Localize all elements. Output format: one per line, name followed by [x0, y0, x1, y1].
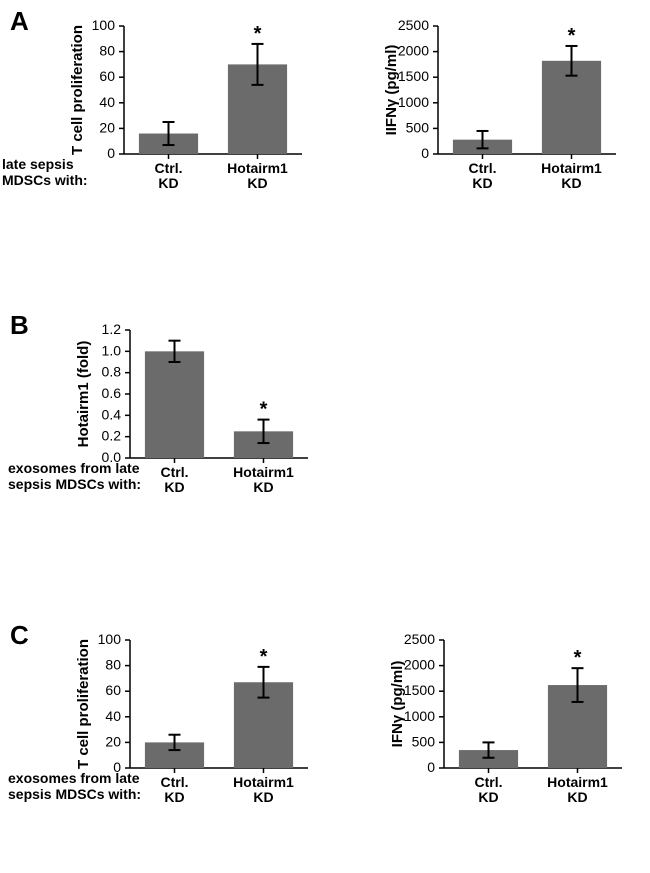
svg-text:20: 20 — [99, 119, 115, 135]
svg-text:Ctrl.: Ctrl. — [475, 774, 503, 790]
svg-text:1000: 1000 — [398, 94, 429, 110]
panel-label-C: C — [10, 620, 29, 651]
svg-text:KD: KD — [567, 789, 587, 805]
chart-C-1: 05001000150020002500IFNγ (pg/ml)Ctrl.KD*… — [388, 624, 628, 814]
svg-text:500: 500 — [406, 119, 430, 135]
svg-text:0.2: 0.2 — [102, 428, 122, 444]
svg-text:*: * — [574, 647, 582, 669]
svg-text:60: 60 — [99, 68, 115, 84]
svg-text:Hotairm1 (fold): Hotairm1 (fold) — [75, 341, 92, 448]
svg-text:*: * — [260, 399, 268, 421]
svg-text:80: 80 — [99, 43, 115, 59]
svg-text:KD: KD — [561, 175, 581, 191]
svg-text:1.0: 1.0 — [102, 342, 122, 358]
svg-text:KD: KD — [247, 175, 267, 191]
svg-text:2500: 2500 — [398, 17, 429, 33]
panel-label-B: B — [10, 310, 29, 341]
svg-text:T cell proliferation: T cell proliferation — [69, 25, 86, 155]
svg-text:KD: KD — [158, 175, 178, 191]
svg-text:0.8: 0.8 — [102, 364, 122, 380]
svg-text:2000: 2000 — [398, 43, 429, 59]
svg-text:*: * — [568, 25, 576, 47]
xaxis-desc-A-0: late sepsisMDSCs with: — [2, 156, 132, 188]
svg-text:Hotairm1: Hotairm1 — [233, 464, 294, 480]
svg-text:100: 100 — [92, 17, 116, 33]
svg-text:0: 0 — [427, 759, 435, 775]
panel-label-A: A — [10, 6, 29, 37]
svg-text:IIFNγ (pg/ml): IIFNγ (pg/ml) — [383, 45, 400, 136]
svg-text:1500: 1500 — [398, 68, 429, 84]
svg-text:KD: KD — [164, 789, 184, 805]
xaxis-desc-C-0: exosomes from latesepsis MDSCs with: — [8, 770, 138, 802]
svg-text:20: 20 — [105, 733, 121, 749]
svg-text:*: * — [254, 23, 262, 45]
svg-text:Ctrl.: Ctrl. — [161, 774, 189, 790]
svg-text:40: 40 — [105, 708, 121, 724]
svg-text:KD: KD — [253, 479, 273, 495]
svg-text:2500: 2500 — [404, 631, 435, 647]
svg-text:1.2: 1.2 — [102, 321, 122, 337]
chart-A-1: 05001000150020002500IIFNγ (pg/ml)Ctrl.KD… — [382, 10, 622, 200]
svg-text:1500: 1500 — [404, 682, 435, 698]
svg-text:60: 60 — [105, 682, 121, 698]
svg-text:Ctrl.: Ctrl. — [155, 160, 183, 176]
svg-text:KD: KD — [478, 789, 498, 805]
svg-text:Ctrl.: Ctrl. — [161, 464, 189, 480]
svg-text:1000: 1000 — [404, 708, 435, 724]
svg-text:0.6: 0.6 — [102, 385, 122, 401]
xaxis-desc-B-0: exosomes from latesepsis MDSCs with: — [8, 460, 138, 492]
svg-text:*: * — [260, 646, 268, 668]
svg-text:0.4: 0.4 — [102, 406, 122, 422]
svg-text:0: 0 — [421, 145, 429, 161]
svg-text:100: 100 — [98, 631, 122, 647]
svg-text:2000: 2000 — [404, 657, 435, 673]
svg-text:KD: KD — [164, 479, 184, 495]
svg-text:Hotairm1: Hotairm1 — [547, 774, 608, 790]
svg-text:Hotairm1: Hotairm1 — [227, 160, 288, 176]
svg-text:KD: KD — [253, 789, 273, 805]
svg-text:T cell proliferation: T cell proliferation — [75, 639, 92, 769]
svg-text:Ctrl.: Ctrl. — [469, 160, 497, 176]
svg-text:40: 40 — [99, 94, 115, 110]
svg-text:500: 500 — [412, 733, 436, 749]
svg-text:80: 80 — [105, 657, 121, 673]
svg-text:KD: KD — [472, 175, 492, 191]
svg-text:Hotairm1: Hotairm1 — [233, 774, 294, 790]
svg-text:IFNγ (pg/ml): IFNγ (pg/ml) — [389, 661, 406, 748]
svg-text:Hotairm1: Hotairm1 — [541, 160, 602, 176]
